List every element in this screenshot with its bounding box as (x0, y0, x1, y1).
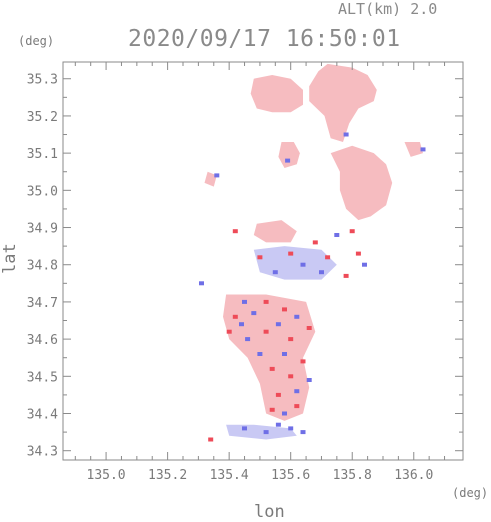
y-tick-label: 34.9 (27, 222, 58, 237)
echo-cell (263, 299, 269, 304)
data-layer (199, 63, 426, 442)
echo-cell (199, 281, 204, 286)
echo-cell (226, 329, 232, 334)
chart-title: 2020/09/17 16:50:01 (128, 26, 401, 52)
echo-cell (300, 430, 306, 435)
y-axis: 34.3 34.4 34.5 34.6 34.7 34.8 34.9 35.0 35.1 35.2… (27, 73, 463, 460)
echo-cell (214, 173, 220, 178)
echo-cell (294, 314, 300, 319)
echo-region-north-west (250, 75, 303, 113)
echo-cell (349, 229, 355, 234)
echo-cell (282, 307, 287, 312)
echo-cell (232, 314, 238, 319)
y-axis-unit: (deg) (18, 34, 55, 48)
echo-cell (263, 329, 269, 334)
echo-cell (232, 229, 238, 234)
echo-region-east-cluster (330, 145, 393, 221)
x-tick-label: 135.4 (210, 468, 249, 483)
y-tick-label: 35.2 (27, 110, 58, 125)
x-axis-unit: (deg) (452, 486, 489, 500)
echo-cell (288, 251, 294, 256)
y-tick-label: 34.8 (27, 259, 58, 274)
echo-cell (257, 352, 263, 356)
echo-cell (362, 262, 367, 267)
echo-region-small-nw (204, 171, 217, 187)
x-tick-label: 135.0 (87, 468, 126, 483)
echo-region-east-small (404, 142, 423, 157)
y-tick-label: 34.7 (27, 296, 58, 311)
y-tick-label: 34.6 (27, 333, 58, 348)
y-tick-label: 35.3 (27, 73, 58, 88)
echo-cell (312, 240, 318, 245)
plot-frame (62, 61, 464, 461)
x-tick-label: 135.2 (148, 468, 187, 483)
echo-region-north-main (309, 63, 377, 142)
echo-cell (306, 378, 312, 382)
echo-cell (208, 437, 214, 442)
echo-cell (294, 404, 300, 409)
y-tick-label: 34.3 (27, 445, 58, 460)
echo-cell (269, 366, 275, 371)
echo-cell (306, 326, 312, 330)
echo-cell (285, 158, 291, 163)
echo-cell (343, 132, 349, 137)
echo-cell (282, 352, 287, 356)
x-tick-label: 136.0 (394, 468, 433, 483)
echo-cell (245, 337, 251, 342)
echo-region-south-tail (226, 424, 297, 440)
echo-region-south-main (223, 294, 316, 421)
echo-cell (239, 322, 244, 327)
echo-cell (300, 359, 306, 364)
echo-cell (288, 374, 294, 379)
echo-cell (269, 407, 275, 412)
echo-cell (325, 255, 331, 260)
echo-cell (300, 262, 306, 267)
echo-cell (272, 270, 278, 275)
echo-cell (288, 337, 294, 342)
echo-cell (319, 270, 324, 275)
echo-cell (275, 322, 281, 327)
echo-cell (242, 426, 247, 431)
echo-cell (343, 273, 349, 278)
echo-cell (334, 233, 340, 237)
echo-cell (355, 251, 361, 256)
echo-cell (242, 299, 247, 304)
echo-cell (294, 389, 300, 394)
y-tick-label: 34.5 (27, 370, 58, 385)
echo-region-mid-cell (278, 142, 300, 168)
x-axis: 135.0 135.2 135.4 135.6 135.8 136.0 (74, 62, 446, 483)
x-axis-title: lon (254, 502, 285, 522)
altitude-label: ALT(km) 2.0 (338, 0, 438, 18)
y-tick-label: 34.4 (27, 408, 58, 423)
x-tick-label: 135.8 (333, 468, 372, 483)
echo-cell (275, 392, 281, 397)
x-tick-label: 135.6 (271, 468, 310, 483)
echo-cell (275, 422, 281, 427)
y-tick-label: 35.0 (27, 184, 58, 199)
echo-cell (420, 147, 426, 152)
echo-cell (288, 426, 294, 431)
echo-region-mid-band (253, 246, 337, 280)
echo-cell (263, 430, 269, 435)
echo-region-central-north (253, 220, 297, 243)
y-tick-label: 35.1 (27, 147, 58, 162)
echo-cell (251, 311, 257, 316)
echo-cell (257, 255, 263, 260)
echo-cell (282, 411, 287, 416)
